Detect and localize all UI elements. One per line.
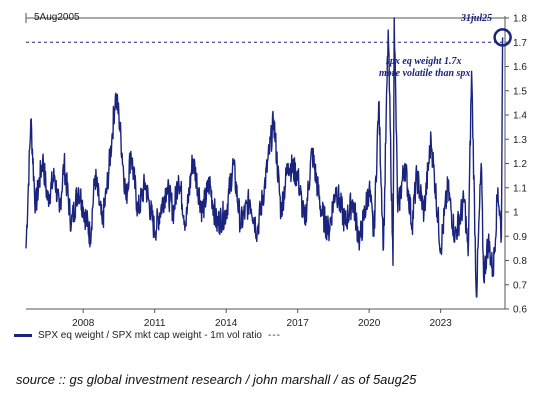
x-tick-label: 2011 bbox=[144, 318, 166, 329]
highlight-circle bbox=[493, 28, 512, 47]
x-tick-label: 2014 bbox=[215, 318, 238, 329]
x-tick-label: 2008 bbox=[72, 318, 95, 329]
y-tick-label: 1.3 bbox=[513, 135, 527, 146]
chart: 0.6 0.7 0.8 0.9 1 1.1 1.2 1.3 1.4 1.5 1.6 1.7 1.8 200… bbox=[25, 12, 527, 329]
series-line bbox=[25, 17, 504, 298]
y-tick-label: 1.6 bbox=[513, 62, 527, 73]
x-tick-label: 2017 bbox=[287, 318, 310, 329]
y-tick-label: 1 bbox=[513, 208, 519, 219]
y-tick-label: 1.5 bbox=[513, 86, 527, 97]
y-tick-label: 1.1 bbox=[513, 183, 527, 194]
annotation-line-2: more volatile than spx bbox=[379, 68, 470, 79]
legend: SPX eq weight / SPX mkt cap weight - 1m … bbox=[14, 330, 281, 341]
legend-label: SPX eq weight / SPX mkt cap weight - 1m … bbox=[38, 330, 262, 341]
annotation-line-1: spx eq weight 1.7x bbox=[385, 56, 462, 67]
y-tick-label: 1.8 bbox=[513, 14, 527, 25]
y-tick-label: 1.4 bbox=[513, 111, 527, 122]
y-tick-label: 0.8 bbox=[513, 256, 527, 267]
chart-svg: 0.6 0.7 0.8 0.9 1 1.1 1.2 1.3 1.4 1.5 1.6 1.7 1.8 200… bbox=[25, 12, 527, 329]
y-tick-label: 0.7 bbox=[513, 280, 527, 291]
end-date-label: 31jul25 bbox=[460, 13, 492, 24]
y-tick-label: 0.6 bbox=[513, 305, 527, 316]
y-tick-label: 0.9 bbox=[513, 232, 527, 243]
start-date-label: 5Aug2005 bbox=[34, 12, 80, 23]
x-tick-label: 2020 bbox=[358, 318, 381, 329]
source-note: source :: gs global investment research … bbox=[16, 372, 417, 387]
y-tick-label: 1.7 bbox=[513, 38, 527, 49]
x-tick-label: 2023 bbox=[430, 318, 453, 329]
legend-swatch bbox=[14, 334, 32, 337]
y-tick-label: 1.2 bbox=[513, 159, 527, 170]
legend-dash: --- bbox=[267, 330, 281, 341]
